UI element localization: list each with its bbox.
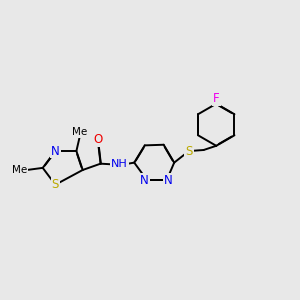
Text: NH: NH: [111, 159, 128, 169]
Text: S: S: [52, 178, 59, 191]
Text: N: N: [140, 174, 149, 188]
Text: Me: Me: [12, 165, 27, 175]
Text: F: F: [213, 92, 220, 105]
Text: N: N: [51, 145, 60, 158]
Text: Me: Me: [72, 127, 87, 137]
Text: O: O: [94, 134, 103, 146]
Text: N: N: [164, 174, 172, 187]
Text: S: S: [185, 145, 193, 158]
